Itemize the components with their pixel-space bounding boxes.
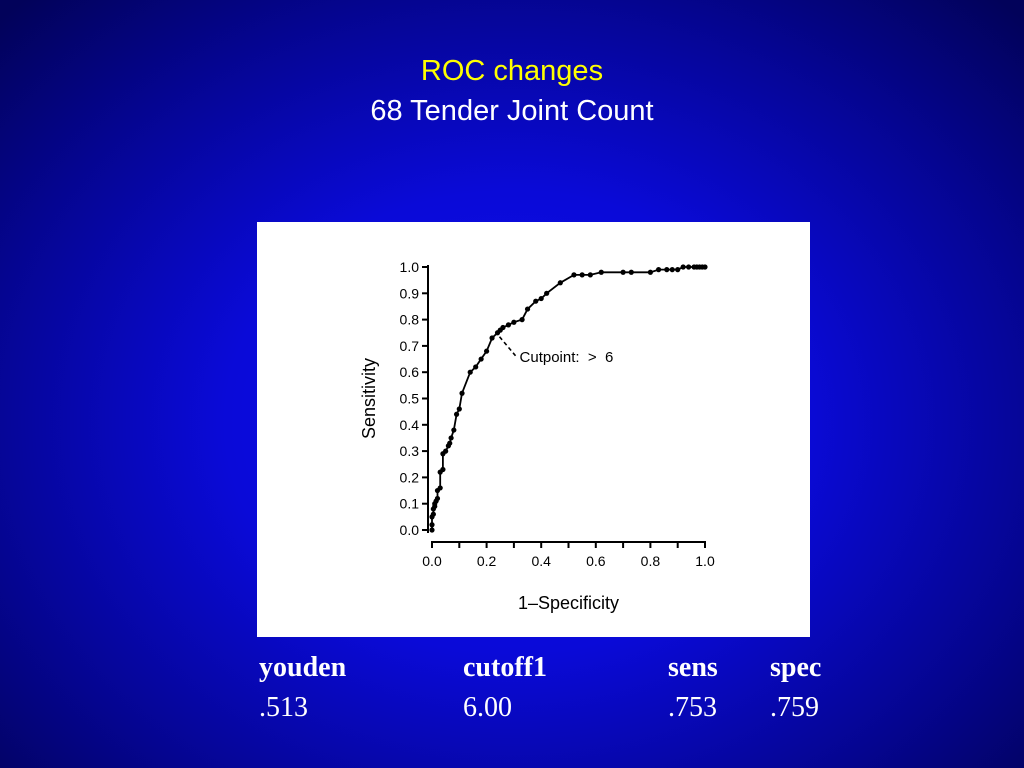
slide-title: ROC changes	[420, 55, 604, 87]
roc-point	[533, 298, 539, 304]
y-axis-label: Sensitivity	[359, 358, 379, 439]
roc-point	[702, 264, 708, 270]
stat-value-youden: .513	[259, 692, 308, 723]
roc-point	[440, 466, 446, 473]
roc-point	[453, 411, 460, 417]
stat-value-spec: .759	[770, 692, 819, 723]
y-tick-label: 0.5	[400, 391, 420, 407]
roc-point	[579, 272, 585, 278]
roc-point	[571, 272, 577, 278]
roc-point	[647, 269, 653, 275]
roc-point	[447, 440, 453, 446]
y-tick-label: 0.0	[400, 522, 420, 538]
stat-header-sens: sens	[668, 652, 718, 683]
y-tick-label: 1.0	[400, 259, 420, 275]
roc-statistics-table: youden cutoff1 sens spec .513 6.00 .753 …	[257, 648, 857, 728]
roc-point	[655, 267, 662, 273]
roc-point	[598, 269, 604, 275]
x-axis-ticks: 0.0 0.2 0.4 0.6 0.8 1.0	[422, 542, 715, 569]
roc-point	[429, 527, 435, 533]
x-tick-label: 0.2	[477, 553, 497, 569]
roc-point	[675, 267, 681, 273]
roc-point	[505, 322, 512, 328]
roc-chart-panel: 0.0 0.1 0.2 0.3 0.4 0.5 0.6 0.7 0.8 0.9 1.0 0.0 0.2…	[257, 222, 810, 637]
roc-point	[557, 280, 563, 286]
roc-point	[489, 335, 495, 341]
roc-point	[429, 522, 435, 528]
roc-point	[544, 290, 550, 296]
x-tick-label: 1.0	[695, 553, 715, 569]
x-tick-label: 0.8	[641, 553, 661, 569]
y-tick-label: 0.4	[400, 417, 420, 433]
stat-header-youden: youden	[259, 652, 347, 683]
roc-curve-points	[429, 264, 708, 533]
y-tick-label: 0.7	[400, 338, 420, 354]
y-axis-ticks: 0.0 0.1 0.2 0.3 0.4 0.5 0.6 0.7 0.8 0.9 1.0	[400, 259, 428, 538]
roc-point	[519, 317, 525, 323]
roc-curve-line	[431, 266, 705, 530]
y-tick-label: 0.8	[400, 312, 420, 328]
y-tick-label: 0.2	[400, 469, 420, 485]
roc-point	[467, 369, 473, 375]
y-tick-label: 0.1	[400, 496, 420, 512]
roc-point	[434, 495, 441, 502]
x-tick-label: 0.6	[586, 553, 606, 569]
stat-header-spec: spec	[770, 652, 822, 683]
roc-point	[500, 324, 506, 331]
roc-point	[686, 264, 692, 270]
roc-point	[456, 406, 462, 412]
x-tick-label: 0.4	[531, 553, 551, 569]
roc-point	[680, 264, 686, 270]
roc-point	[664, 267, 670, 273]
roc-point	[443, 448, 449, 454]
stat-value-cutoff: 6.00	[463, 692, 512, 723]
roc-point	[620, 269, 626, 275]
roc-point	[473, 364, 479, 370]
y-tick-label: 0.9	[400, 285, 420, 301]
roc-point	[511, 319, 517, 325]
roc-chart: 0.0 0.1 0.2 0.3 0.4 0.5 0.6 0.7 0.8 0.9 1.0 0.0 0.2…	[359, 259, 715, 613]
y-tick-label: 0.6	[400, 364, 420, 380]
y-tick-label: 0.3	[400, 443, 420, 459]
roc-point	[448, 435, 454, 441]
roc-point	[478, 356, 484, 362]
x-tick-label: 0.0	[422, 553, 442, 569]
roc-point	[451, 427, 457, 433]
roc-point	[669, 267, 675, 273]
roc-point	[587, 272, 593, 278]
roc-point	[459, 390, 465, 396]
roc-point	[628, 269, 634, 275]
stat-value-sens: .753	[668, 692, 717, 723]
roc-point	[430, 511, 436, 517]
x-axis-label: 1–Specificity	[518, 593, 619, 613]
cutpoint-annotation: Cutpoint: > 6	[520, 349, 614, 366]
roc-point	[538, 295, 544, 302]
cutpoint-leader-line	[498, 336, 517, 357]
roc-point	[524, 306, 531, 312]
roc-point	[437, 485, 443, 491]
slide-subtitle: 68 Tender Joint Count	[370, 95, 654, 127]
stat-header-cutoff: cutoff1	[463, 652, 547, 683]
roc-point	[484, 348, 490, 354]
